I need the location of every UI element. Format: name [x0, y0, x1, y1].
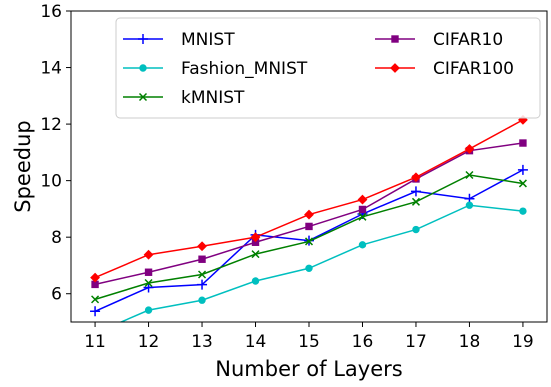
data-point-fashion-mnist-13 — [198, 296, 206, 304]
x-tick-label-12: 12 — [138, 332, 160, 352]
data-point-cifar10-13 — [198, 255, 206, 263]
y-tick-label-16: 16 — [40, 2, 62, 22]
y-tick-label-12: 12 — [40, 115, 62, 135]
data-point-cifar100-17 — [411, 172, 421, 183]
data-point-fashion-mnist-18 — [465, 201, 474, 209]
legend-label-cifar10: CIFAR10 — [433, 30, 503, 50]
y-tick-label-14: 14 — [40, 59, 62, 79]
x-tick-label-15: 15 — [298, 332, 320, 352]
legend-item-fashion-mnist: Fashion_MNIST — [123, 59, 308, 79]
data-point-kmnist-17 — [411, 197, 420, 206]
legend-label-fashion-mnist: Fashion_MNIST — [181, 59, 308, 79]
data-point-cifar100-16 — [357, 194, 368, 205]
data-point-cifar100-14 — [250, 232, 261, 243]
x-tick-label-16: 16 — [352, 332, 374, 352]
data-point-kmnist-14 — [251, 250, 260, 259]
data-point-cifar10-15 — [305, 222, 313, 231]
legend-marker-fashion-mnist — [139, 64, 147, 72]
y-axis-title: Speedup — [11, 120, 35, 212]
x-tick-label-19: 19 — [512, 332, 534, 352]
legend-box — [115, 17, 541, 119]
data-point-kmnist-18 — [465, 170, 474, 180]
data-point-cifar100-13 — [197, 241, 207, 252]
data-point-kmnist-11 — [91, 295, 100, 304]
data-point-cifar10-16 — [358, 205, 367, 214]
data-point-mnist-17 — [410, 186, 421, 197]
data-point-cifar100-12 — [143, 249, 154, 260]
data-point-cifar10-12 — [144, 268, 153, 276]
x-tick-label-11: 11 — [84, 332, 106, 352]
data-point-mnist-11 — [90, 306, 101, 317]
legend-item-mnist: MNIST — [123, 30, 235, 50]
legend-label-cifar100: CIFAR100 — [433, 59, 514, 79]
series-line-cifar100 — [94, 119, 524, 279]
x-tick-label-13: 13 — [191, 332, 213, 352]
legend-marker-kmnist — [138, 92, 148, 102]
data-point-fashion-mnist-15 — [305, 264, 313, 272]
legend-marker-cifar100 — [390, 63, 400, 73]
x-tick-label-17: 17 — [405, 332, 427, 352]
x-tick-label-18: 18 — [459, 332, 481, 352]
data-point-cifar100-18 — [464, 144, 475, 154]
data-point-kmnist-13 — [198, 270, 207, 279]
x-tick-label-14: 14 — [245, 332, 267, 352]
legend-item-kmnist: kMNIST — [123, 88, 245, 108]
y-tick-label-6: 6 — [51, 285, 62, 305]
legend-label-mnist: MNIST — [181, 30, 235, 50]
data-point-mnist-19 — [517, 164, 528, 175]
data-point-fashion-mnist-12 — [144, 306, 153, 314]
data-point-kmnist-16 — [358, 212, 367, 221]
y-tick-label-8: 8 — [51, 228, 62, 248]
legend-item-cifar100: CIFAR100 — [375, 59, 514, 79]
data-point-kmnist-12 — [144, 278, 153, 288]
data-point-cifar100-11 — [90, 272, 100, 283]
legend: MNIST Fashion_MNIST kMNIST CIFAR10 CIFAR100 — [115, 17, 541, 119]
data-point-cifar10-19 — [519, 139, 527, 147]
legend-item-cifar10: CIFAR10 — [375, 30, 503, 50]
legend-label-kmnist: kMNIST — [181, 88, 245, 108]
y-tick-label-10: 10 — [40, 172, 62, 192]
legend-marker-cifar10 — [391, 35, 399, 43]
data-point-kmnist-19 — [518, 179, 527, 188]
series-kmnist — [91, 170, 527, 304]
data-point-fashion-mnist-19 — [519, 207, 527, 215]
data-point-fashion-mnist-16 — [358, 241, 367, 249]
series-cifar100 — [90, 114, 528, 283]
legend-marker-mnist — [138, 34, 148, 44]
data-point-kmnist-15 — [304, 237, 314, 246]
series-fashion-mnist — [119, 201, 527, 322]
data-point-mnist-13 — [197, 279, 208, 290]
data-point-mnist-12 — [143, 282, 154, 293]
data-point-fashion-mnist-17 — [412, 225, 420, 234]
data-point-cifar100-15 — [304, 209, 314, 220]
data-point-fashion-mnist-14 — [251, 277, 260, 285]
x-axis-title: Number of Layers — [215, 357, 402, 381]
